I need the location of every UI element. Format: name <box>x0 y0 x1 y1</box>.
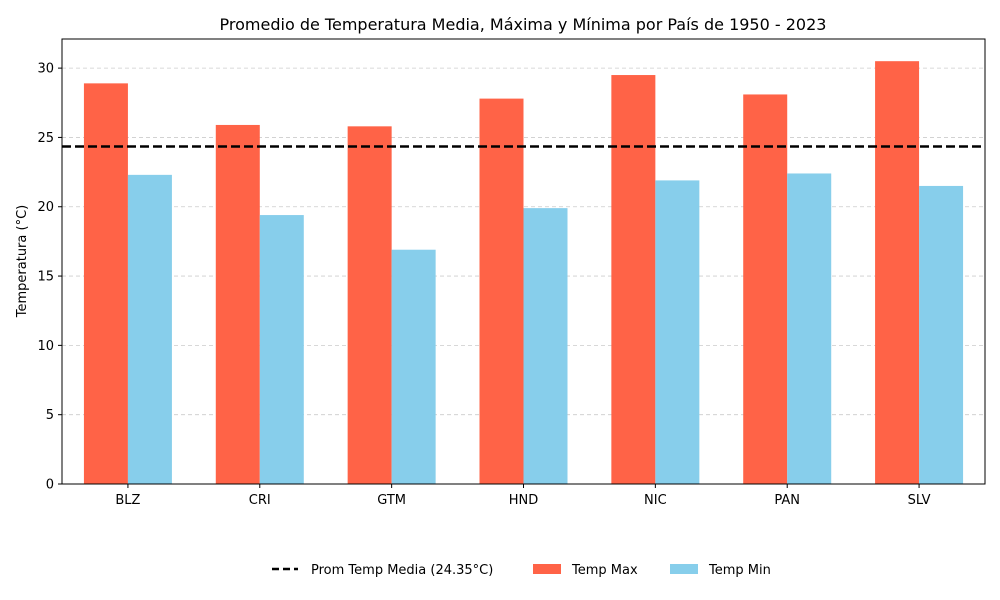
bar-temp-max-slv <box>875 61 920 484</box>
chart-title: Promedio de Temperatura Media, Máxima y … <box>220 15 827 34</box>
bar-temp-max-hnd <box>479 98 524 484</box>
bar-temp-max-cri <box>215 124 260 484</box>
y-axis: 0 5 10 15 20 25 30 <box>37 62 62 493</box>
x-axis: BLZ CRI GTM HND NIC PAN SLV <box>115 484 931 508</box>
bar-temp-min-pan <box>787 173 832 484</box>
bar-temp-max-gtm <box>347 126 392 484</box>
y-tick-label: 0 <box>46 478 54 493</box>
x-tick-label: BLZ <box>115 493 140 508</box>
legend: Prom Temp Media (24.35°C) Temp Max Temp Mi… <box>272 563 771 578</box>
bar-temp-min-gtm <box>391 249 436 484</box>
x-tick-label: SLV <box>908 493 931 508</box>
legend-swatch-temp-min <box>670 564 698 574</box>
bar-temp-min-slv <box>919 185 964 485</box>
x-tick-label: GTM <box>377 493 406 508</box>
bar-temp-min-cri <box>259 215 304 484</box>
y-tick-label: 5 <box>46 408 54 423</box>
bars <box>83 61 964 485</box>
y-tick-label: 25 <box>37 131 54 146</box>
x-tick-label: CRI <box>249 493 271 508</box>
x-tick-label: PAN <box>774 493 800 508</box>
legend-label-mean: Prom Temp Media (24.35°C) <box>311 563 493 578</box>
bar-temp-max-nic <box>611 75 656 485</box>
y-tick-label: 15 <box>37 270 54 285</box>
x-tick-label: NIC <box>644 493 667 508</box>
legend-swatch-temp-max <box>533 564 561 574</box>
bar-temp-max-pan <box>743 94 788 484</box>
y-axis-label: Temperatura (°C) <box>15 205 30 318</box>
y-tick-label: 20 <box>37 200 54 215</box>
bar-temp-min-nic <box>655 180 700 485</box>
bar-temp-max-blz <box>83 83 128 484</box>
y-tick-label: 10 <box>37 339 54 354</box>
legend-label-temp-min: Temp Min <box>708 563 771 578</box>
legend-label-temp-max: Temp Max <box>571 563 638 578</box>
bar-temp-min-blz <box>127 174 172 485</box>
x-tick-label: HND <box>509 493 539 508</box>
bar-temp-min-hnd <box>523 208 568 484</box>
y-tick-label: 30 <box>37 62 54 77</box>
